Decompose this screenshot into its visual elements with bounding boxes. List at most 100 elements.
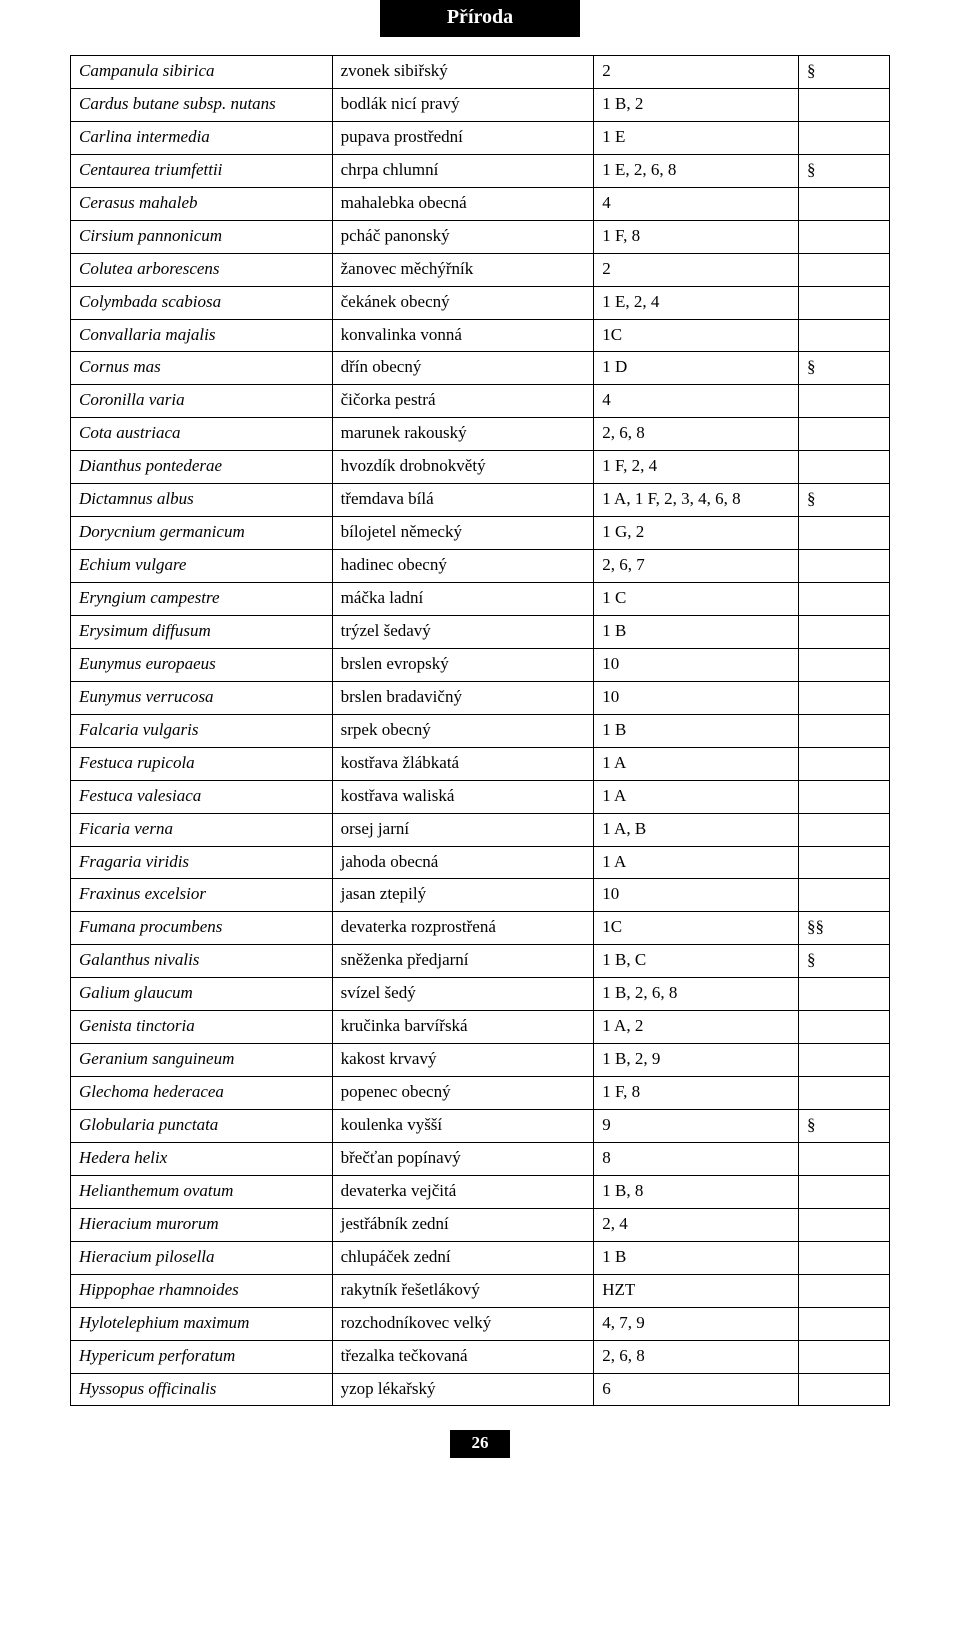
code: 2: [594, 253, 799, 286]
latin-name: Hylotelephium maximum: [71, 1307, 333, 1340]
code: 1 B, 2, 9: [594, 1044, 799, 1077]
mark: [799, 88, 890, 121]
table-row: Hippophae rhamnoidesrakytník řešetlákový…: [71, 1274, 890, 1307]
mark: [799, 253, 890, 286]
mark: [799, 813, 890, 846]
latin-name: Galanthus nivalis: [71, 945, 333, 978]
latin-name: Echium vulgare: [71, 550, 333, 583]
latin-name: Cardus butane subsp. nutans: [71, 88, 333, 121]
mark: [799, 451, 890, 484]
czech-name: máčka ladní: [332, 583, 594, 616]
code: 2, 6, 8: [594, 418, 799, 451]
table-row: Campanula sibiricazvonek sibiřský2§: [71, 56, 890, 89]
mark: [799, 1077, 890, 1110]
czech-name: brslen evropský: [332, 648, 594, 681]
latin-name: Ficaria verna: [71, 813, 333, 846]
czech-name: bodlák nicí pravý: [332, 88, 594, 121]
czech-name: kostřava žlábkatá: [332, 747, 594, 780]
czech-name: svízel šedý: [332, 978, 594, 1011]
table-row: Dictamnus albustřemdava bílá1 A, 1 F, 2,…: [71, 484, 890, 517]
table-row: Fraxinus excelsiorjasan ztepilý10: [71, 879, 890, 912]
mark: [799, 517, 890, 550]
code: 1 A, 1 F, 2, 3, 4, 6, 8: [594, 484, 799, 517]
latin-name: Galium glaucum: [71, 978, 333, 1011]
code: 1 D: [594, 352, 799, 385]
latin-name: Convallaria majalis: [71, 319, 333, 352]
czech-name: popenec obecný: [332, 1077, 594, 1110]
table-row: Hylotelephium maximumrozchodníkovec velk…: [71, 1307, 890, 1340]
mark: §§: [799, 912, 890, 945]
code: 1 B, 8: [594, 1175, 799, 1208]
table-row: Glechoma hederaceapopenec obecný1 F, 8: [71, 1077, 890, 1110]
mark: [799, 220, 890, 253]
mark: [799, 1011, 890, 1044]
czech-name: hvozdík drobnokvětý: [332, 451, 594, 484]
czech-name: mahalebka obecná: [332, 187, 594, 220]
latin-name: Hippophae rhamnoides: [71, 1274, 333, 1307]
code: 1 E: [594, 121, 799, 154]
table-row: Cornus masdřín obecný1 D§: [71, 352, 890, 385]
code: 1 G, 2: [594, 517, 799, 550]
mark: [799, 187, 890, 220]
czech-name: yzop lékařský: [332, 1373, 594, 1406]
czech-name: konvalinka vonná: [332, 319, 594, 352]
latin-name: Helianthemum ovatum: [71, 1175, 333, 1208]
latin-name: Erysimum diffusum: [71, 615, 333, 648]
code: 10: [594, 879, 799, 912]
section-header: Příroda: [380, 0, 580, 37]
table-row: Erysimum diffusumtrýzel šedavý1 B: [71, 615, 890, 648]
czech-name: čekánek obecný: [332, 286, 594, 319]
code: 1 F, 8: [594, 1077, 799, 1110]
mark: [799, 1241, 890, 1274]
mark: [799, 1175, 890, 1208]
page-number-box: 26: [450, 1430, 510, 1458]
czech-name: žanovec měchýřník: [332, 253, 594, 286]
latin-name: Geranium sanguineum: [71, 1044, 333, 1077]
table-row: Globularia punctatakoulenka vyšší9§: [71, 1110, 890, 1143]
table-row: Hedera helixbřečťan popínavý8: [71, 1142, 890, 1175]
mark: [799, 978, 890, 1011]
mark: [799, 1340, 890, 1373]
code: 4, 7, 9: [594, 1307, 799, 1340]
mark: §: [799, 154, 890, 187]
czech-name: koulenka vyšší: [332, 1110, 594, 1143]
latin-name: Glechoma hederacea: [71, 1077, 333, 1110]
mark: [799, 681, 890, 714]
latin-name: Fragaria viridis: [71, 846, 333, 879]
latin-name: Cota austriaca: [71, 418, 333, 451]
table-row: Fumana procumbensdevaterka rozprostřená1…: [71, 912, 890, 945]
czech-name: orsej jarní: [332, 813, 594, 846]
latin-name: Globularia punctata: [71, 1110, 333, 1143]
mark: [799, 780, 890, 813]
mark: [799, 1307, 890, 1340]
table-row: Dianthus pontederaehvozdík drobnokvětý1 …: [71, 451, 890, 484]
mark: [799, 583, 890, 616]
latin-name: Falcaria vulgaris: [71, 714, 333, 747]
czech-name: pcháč panonský: [332, 220, 594, 253]
latin-name: Genista tinctoria: [71, 1011, 333, 1044]
latin-name: Hedera helix: [71, 1142, 333, 1175]
czech-name: devaterka vejčitá: [332, 1175, 594, 1208]
mark: [799, 714, 890, 747]
code: 1C: [594, 912, 799, 945]
latin-name: Campanula sibirica: [71, 56, 333, 89]
mark: §: [799, 352, 890, 385]
latin-name: Carlina intermedia: [71, 121, 333, 154]
table-row: Genista tinctoriakručinka barvířská1 A, …: [71, 1011, 890, 1044]
czech-name: třemdava bílá: [332, 484, 594, 517]
code: 1 E, 2, 6, 8: [594, 154, 799, 187]
mark: [799, 879, 890, 912]
table-row: Fragaria viridisjahoda obecná1 A: [71, 846, 890, 879]
page: Příroda Campanula sibiricazvonek sibiřsk…: [0, 0, 960, 1498]
table-row: Eunymus verrucosabrslen bradavičný10: [71, 681, 890, 714]
code: 1 A: [594, 780, 799, 813]
latin-name: Eryngium campestre: [71, 583, 333, 616]
code: 4: [594, 187, 799, 220]
czech-name: zvonek sibiřský: [332, 56, 594, 89]
code: 1 E, 2, 4: [594, 286, 799, 319]
czech-name: čičorka pestrá: [332, 385, 594, 418]
czech-name: pupava prostřední: [332, 121, 594, 154]
czech-name: dřín obecný: [332, 352, 594, 385]
table-row: Colymbada scabiosačekánek obecný1 E, 2, …: [71, 286, 890, 319]
czech-name: rakytník řešetlákový: [332, 1274, 594, 1307]
